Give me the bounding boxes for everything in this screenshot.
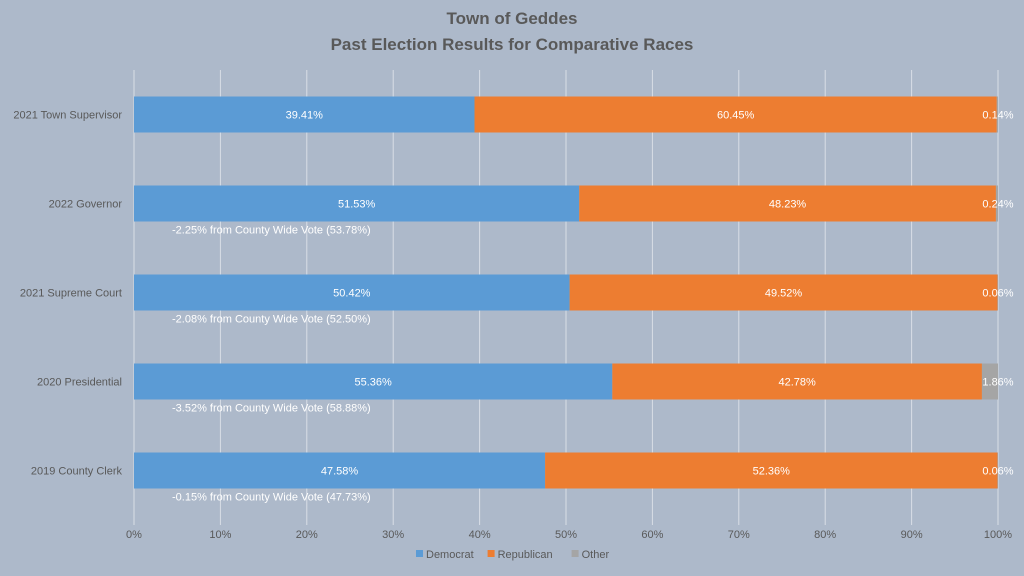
county-comparison-note: -0.15% from County Wide Vote (47.73%) — [172, 492, 371, 504]
data-label-other: 0.14% — [982, 110, 1013, 122]
legend: Democrat Republican Other — [416, 549, 609, 561]
category-label: 2019 County Clerk — [31, 466, 123, 478]
legend-swatch — [571, 550, 579, 557]
bar-segment-democrat — [134, 96, 475, 133]
x-tick-label: 0% — [126, 529, 142, 541]
x-tick-label: 10% — [209, 529, 231, 541]
legend-label: Democrat — [426, 549, 474, 561]
bar-segment-democrat — [134, 185, 580, 222]
category-label: 2020 Presidential — [37, 377, 122, 389]
county-comparison-note: -3.52% from County Wide Vote (58.88%) — [172, 403, 371, 415]
legend-swatch — [416, 550, 423, 557]
bar-segment-republican — [579, 185, 996, 222]
data-label-democrat: 39.41% — [286, 110, 324, 122]
bar-row: 55.36% 42.78% 1.86% -3.52% from County Wide… — [134, 363, 1014, 415]
bar-segment-other — [997, 452, 998, 489]
data-label-democrat: 51.53% — [338, 199, 376, 211]
county-comparison-note: -2.08% from County Wide Vote (52.50%) — [172, 314, 371, 326]
x-tick-label: 40% — [469, 529, 491, 541]
value-axis: 0% 10% 20% 30% 40% 50% 60% 70% 80% 90% 100% — [126, 529, 1012, 541]
bar-segment-other — [995, 185, 998, 222]
x-tick-label: 100% — [984, 529, 1012, 541]
chart-title: Town of Geddes Past Election Results for… — [331, 9, 694, 54]
legend-item-democrat: Democrat — [416, 549, 474, 561]
legend-swatch — [487, 550, 495, 557]
data-label-other: 0.06% — [982, 288, 1013, 300]
data-label-other: 0.24% — [982, 199, 1013, 211]
category-label: 2021 Supreme Court — [20, 288, 122, 300]
bar-segment-other — [981, 363, 998, 400]
category-label: 2022 Governor — [49, 199, 123, 211]
chart-title-line-2: Past Election Results for Comparative Ra… — [331, 35, 694, 54]
bar-segment-republican — [474, 96, 997, 133]
bar-segment-other — [997, 274, 998, 311]
data-label-other: 1.86% — [982, 377, 1013, 389]
x-tick-label: 70% — [728, 529, 750, 541]
x-tick-label: 30% — [382, 529, 404, 541]
chart-title-line-1: Town of Geddes — [447, 9, 578, 28]
bar-segment-other — [996, 96, 998, 133]
data-label-republican: 52.36% — [753, 466, 791, 478]
data-label-democrat: 47.58% — [321, 466, 359, 478]
x-tick-label: 50% — [555, 529, 577, 541]
bar-row: 39.41% 60.45% 0.14% — [134, 96, 1014, 133]
bar-segment-republican — [569, 274, 998, 311]
bar-row: 51.53% 48.23% 0.24% -2.25% from County Wide… — [134, 185, 1014, 237]
bar-segment-republican — [612, 363, 982, 400]
legend-item-republican: Republican — [487, 549, 553, 561]
data-label-republican: 42.78% — [778, 377, 816, 389]
data-label-democrat: 50.42% — [333, 288, 371, 300]
bar-segment-democrat — [134, 452, 546, 489]
bar-segment-republican — [545, 452, 998, 489]
data-label-republican: 48.23% — [769, 199, 807, 211]
x-tick-label: 60% — [641, 529, 663, 541]
legend-item-other: Other — [571, 549, 610, 561]
bar-row: 50.42% 49.52% 0.06% -2.08% from County Wide… — [134, 274, 1014, 326]
legend-label: Republican — [498, 549, 553, 561]
bar-row: 47.58% 52.36% 0.06% -0.15% from County Wide… — [134, 452, 1014, 504]
x-tick-label: 80% — [814, 529, 836, 541]
category-label: 2021 Town Supervisor — [13, 110, 122, 122]
data-label-democrat: 55.36% — [354, 377, 392, 389]
data-label-other: 0.06% — [982, 466, 1013, 478]
bars: 39.41% 60.45% 0.14% 51.53% 48.23% 0.24% -2.25%… — [134, 96, 1014, 504]
category-axis: 2021 Town Supervisor 2022 Governor 2021 Su… — [13, 110, 122, 478]
bar-segment-democrat — [134, 274, 570, 311]
legend-label: Other — [582, 549, 610, 561]
data-label-republican: 49.52% — [765, 288, 803, 300]
bar-segment-democrat — [134, 363, 613, 400]
county-comparison-note: -2.25% from County Wide Vote (53.78%) — [172, 225, 371, 237]
data-label-republican: 60.45% — [717, 110, 755, 122]
x-tick-label: 90% — [901, 529, 923, 541]
x-tick-label: 20% — [296, 529, 318, 541]
